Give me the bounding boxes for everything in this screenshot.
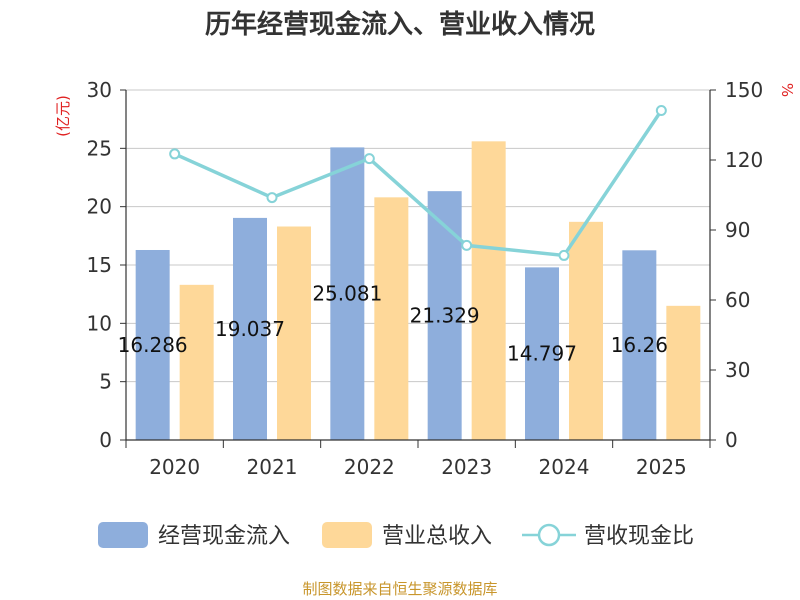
cash-inflow-bar (525, 267, 559, 440)
data-label: 19.037 (215, 317, 285, 341)
revenue-bar (666, 305, 701, 440)
ratio-point (558, 249, 570, 261)
data-labels: 16.286 19.037 25.081 21.329 14.797 16.26 (118, 282, 668, 366)
revenue-bar (179, 284, 214, 440)
right-tick-label: 60 (725, 288, 750, 312)
ratio-line-path (173, 109, 663, 258)
left-tick-label: 10 (87, 311, 112, 335)
revenue-bar (471, 141, 506, 441)
data-label: 25.081 (312, 282, 382, 306)
legend-marker[interactable] (537, 523, 561, 547)
ratio-point (363, 153, 375, 165)
cash-inflow-bar (233, 217, 267, 440)
right-tick-label: 0 (725, 428, 738, 452)
source-note: 制图数据来自恒生聚源数据库 (302, 580, 497, 598)
chart-title: 历年经营现金流入、营业收入情况 (205, 9, 595, 40)
cash-inflow-bar (427, 191, 462, 440)
x-tick-label: 2020 (149, 455, 200, 479)
ratio-point (655, 105, 667, 117)
x-tick-label: 2021 (247, 455, 298, 479)
left-tick-label: 5 (99, 370, 112, 394)
legend[interactable]: 经营现金流入 营业总收入 营收现金比 (98, 522, 694, 549)
grid-lines (126, 89, 710, 383)
ratio-point (461, 239, 473, 251)
left-tick-label: 25 (87, 136, 112, 160)
bars (135, 141, 701, 441)
cash-inflow-bar (622, 250, 657, 440)
ratio-point (169, 148, 181, 160)
right-axis-unit: % (778, 83, 796, 97)
x-tick-label: 2024 (539, 455, 590, 479)
x-tick-label: 2022 (344, 455, 395, 479)
data-label: 14.797 (507, 342, 577, 366)
right-tick-label: 90 (725, 218, 750, 242)
revenue-bar (277, 226, 311, 440)
left-tick-label: 0 (99, 428, 112, 452)
legend-label[interactable]: 经营现金流入 (158, 524, 290, 549)
cash-inflow-bar (135, 249, 170, 440)
revenue-bar (374, 197, 409, 440)
legend-label[interactable]: 营收现金比 (584, 524, 694, 549)
data-label: 21.329 (410, 304, 480, 328)
right-tick-label: 120 (725, 148, 763, 172)
revenue-bar (569, 221, 603, 440)
right-tick-label: 30 (725, 358, 750, 382)
right-tick-label: 150 (725, 78, 763, 102)
left-tick-label: 30 (87, 78, 112, 102)
legend-swatch[interactable] (322, 522, 372, 548)
x-tick-label: 2025 (636, 455, 687, 479)
ratio-point (266, 192, 278, 204)
left-tick-label: 20 (87, 195, 112, 219)
legend-label[interactable]: 营业总收入 (382, 524, 492, 549)
data-label: 16.286 (118, 333, 188, 357)
cash-inflow-bar (330, 147, 365, 440)
x-tick-label: 2023 (441, 455, 492, 479)
left-tick-label: 15 (87, 253, 112, 277)
legend-swatch[interactable] (98, 522, 148, 548)
left-axis-unit: (亿元) (54, 95, 72, 137)
data-label: 16.26 (611, 333, 668, 357)
ratio-line (169, 105, 667, 261)
